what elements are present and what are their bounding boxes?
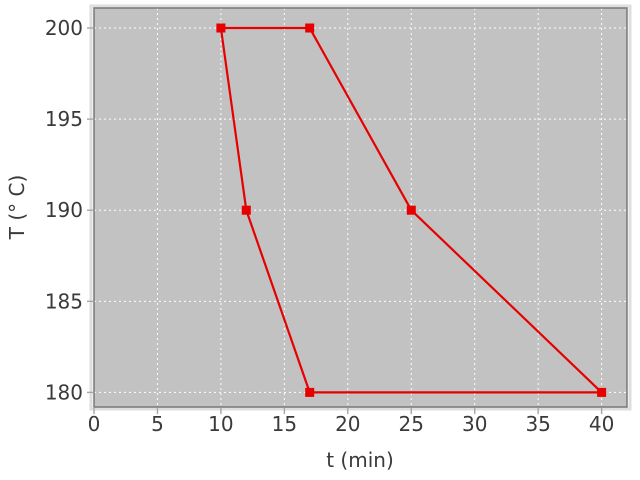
x-tick-label: 5 — [151, 412, 164, 436]
y-tick-label: 200 — [45, 16, 83, 40]
plot-outer-edge — [89, 4, 632, 411]
x-tick-label: 35 — [525, 412, 550, 436]
plot-border — [93, 7, 628, 408]
data-point-marker — [305, 23, 315, 33]
data-point-marker — [241, 205, 251, 215]
x-tick-label: 40 — [589, 412, 614, 436]
data-point-marker — [305, 387, 315, 397]
plot-area — [94, 8, 627, 407]
x-tick-label: 30 — [462, 412, 487, 436]
y-tick-label: 195 — [45, 107, 83, 131]
series-temperature-cycle — [216, 23, 607, 397]
data-point-marker — [406, 205, 416, 215]
axis-tick-labels: 0 5 10 15 20 25 30 35 40 180 185 190 195 200 — [45, 16, 615, 436]
x-tick-label: 10 — [208, 412, 233, 436]
y-axis-label: T (° C) — [5, 175, 29, 241]
data-point-marker — [216, 23, 226, 33]
axis-ticks — [87, 27, 603, 414]
data-point-marker — [597, 387, 607, 397]
x-tick-label: 15 — [272, 412, 297, 436]
y-tick-label: 180 — [45, 380, 83, 404]
y-tick-label: 190 — [45, 198, 83, 222]
x-axis-label: t (min) — [326, 448, 394, 472]
x-tick-label: 25 — [399, 412, 424, 436]
y-tick-label: 185 — [45, 289, 83, 313]
x-tick-label: 0 — [88, 412, 101, 436]
x-tick-label: 20 — [335, 412, 360, 436]
